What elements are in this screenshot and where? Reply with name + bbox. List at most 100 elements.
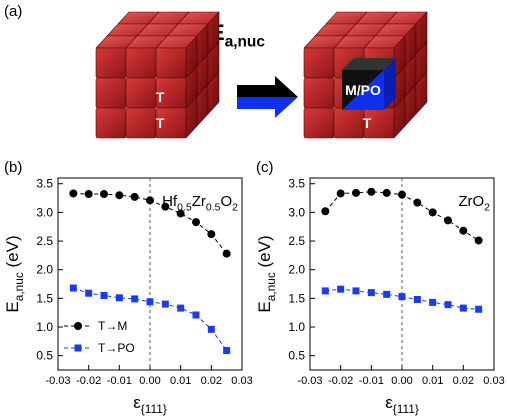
text-part: E	[255, 301, 274, 312]
text-part: 2	[484, 202, 490, 214]
panel-label: (a)	[4, 3, 22, 20]
marker	[161, 202, 170, 211]
marker	[459, 304, 467, 312]
marker	[383, 290, 391, 298]
marker	[146, 298, 154, 306]
marker	[192, 311, 200, 319]
marker	[207, 230, 216, 239]
text-part: Hf	[162, 193, 178, 210]
y-tick-label: 1.0	[288, 320, 305, 334]
arrow	[237, 97, 298, 118]
marker	[398, 190, 406, 199]
x-axis-label: ε{111}	[385, 393, 419, 416]
x-tick-label: 0.02	[453, 375, 474, 387]
y-tick-label: 3.5	[36, 177, 53, 191]
marker	[444, 216, 452, 225]
marker	[413, 296, 421, 304]
marker	[398, 293, 406, 301]
x-tick-label: 0.03	[231, 375, 252, 387]
marker	[176, 209, 185, 218]
y-tick-label: 0.5	[36, 349, 53, 363]
cube-label: M/PO	[345, 82, 381, 98]
text-part: 2	[232, 202, 238, 214]
y-tick-label: 3.0	[288, 205, 305, 219]
arrow	[237, 76, 298, 97]
cube-front	[303, 107, 335, 139]
marker	[352, 188, 360, 197]
marker	[337, 285, 345, 293]
cube-front	[303, 47, 335, 79]
x-tick-label: 0.01	[422, 375, 443, 387]
y-tick-label: 2.5	[288, 234, 305, 248]
legend-label: T→PO	[98, 341, 135, 355]
text-part: ZrO	[458, 193, 484, 210]
marker	[69, 189, 78, 198]
cube-side	[207, 71, 220, 115]
x-axis-label: ε{111}	[133, 393, 167, 416]
panel-label: (c)	[256, 159, 274, 176]
x-tick-label: -0.02	[328, 375, 353, 387]
y-tick-label: 1.5	[36, 291, 53, 305]
cubelet-side	[384, 58, 396, 110]
cube-label: T	[156, 89, 165, 105]
x-tick-label: -0.02	[76, 375, 101, 387]
cube-front	[95, 107, 127, 139]
text-part: a,nuc	[225, 34, 266, 51]
y-tick-label: 3.5	[288, 177, 305, 191]
legend-label: T→M	[98, 319, 127, 333]
cube-side	[415, 71, 428, 115]
marker	[382, 188, 391, 197]
text-part: ε	[133, 393, 141, 412]
x-tick-label: -0.03	[297, 375, 322, 387]
legend-marker	[74, 322, 82, 330]
marker	[336, 189, 345, 198]
annotation: ZrO2	[458, 193, 490, 214]
text-part: ε	[385, 393, 393, 412]
text-part: 0.5	[177, 202, 192, 214]
y-axis-label: Ea,nuc (eV)	[255, 235, 278, 312]
y-axis-label: Ea,nuc (eV)	[3, 235, 26, 312]
marker	[367, 289, 375, 297]
x-tick-label: -0.01	[107, 375, 132, 387]
cube-front	[125, 77, 157, 109]
annotation: Hf0.5Zr0.5O2	[162, 193, 238, 214]
marker	[84, 190, 93, 199]
cube-label: T	[156, 115, 165, 131]
cubelet-top	[342, 58, 396, 70]
text-part: {111}	[393, 402, 419, 416]
cube-front	[125, 47, 157, 79]
x-tick-label: -0.01	[359, 375, 384, 387]
chart: -0.03 -0.02 -0.01 0.00 0.01 0.02 0.03 0.5 1.0 1.5…	[255, 159, 505, 416]
marker	[429, 298, 437, 306]
cube-front	[303, 77, 335, 109]
marker	[321, 207, 330, 216]
y-tick-label: 2.0	[36, 263, 53, 277]
marker	[474, 236, 483, 245]
y-tick-label: 1.0	[36, 320, 53, 334]
text-part: O	[220, 193, 232, 210]
marker	[222, 249, 231, 258]
x-tick-label: 0.03	[483, 375, 504, 387]
text-part: E	[3, 301, 22, 312]
marker	[131, 295, 139, 303]
marker	[69, 284, 77, 292]
cube-front	[95, 77, 127, 109]
marker	[100, 291, 108, 299]
marker	[367, 187, 376, 196]
marker	[161, 300, 169, 308]
marker	[100, 190, 108, 199]
x-tick-label: 0.00	[391, 375, 412, 387]
text-part: {111}	[141, 402, 167, 416]
cube-front	[333, 107, 365, 139]
marker	[207, 325, 215, 333]
marker	[475, 305, 483, 313]
panel-label: (b)	[4, 159, 22, 176]
marker	[192, 218, 200, 227]
marker	[130, 192, 139, 201]
text-part: 0.5	[206, 202, 221, 214]
cube-front	[155, 47, 187, 79]
marker	[459, 226, 468, 235]
x-tick-label: 0.02	[201, 375, 222, 387]
